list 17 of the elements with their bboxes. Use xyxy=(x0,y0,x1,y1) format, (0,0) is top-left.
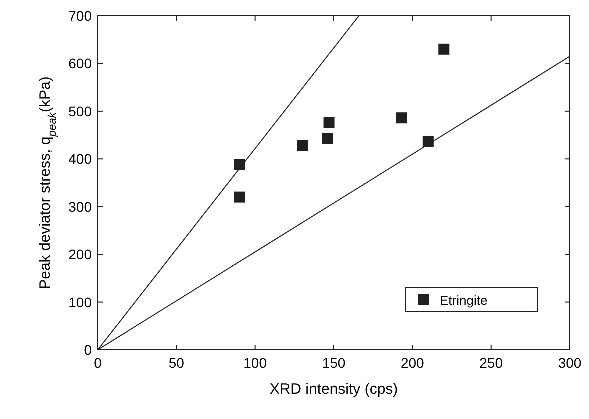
y-tick-label: 400 xyxy=(68,151,92,168)
y-tick-label: 700 xyxy=(68,8,92,24)
y-tick-label: 600 xyxy=(68,56,92,72)
y-tick-label: 300 xyxy=(68,198,92,215)
y-tick-label: 0 xyxy=(84,342,92,358)
y-tick-label: 200 xyxy=(68,246,92,263)
x-axis-title: XRD intensity (cps) xyxy=(270,381,398,398)
x-tick-label: 250 xyxy=(480,355,504,371)
x-tick-label: 0 xyxy=(94,355,102,371)
x-tick-label: 50 xyxy=(168,355,185,371)
legend-label: Etringite xyxy=(440,293,488,308)
x-tick-label: 300 xyxy=(558,355,582,371)
x-tick-label: 150 xyxy=(322,355,346,371)
y-tick-label: 500 xyxy=(68,103,92,120)
x-tick-label: 100 xyxy=(244,355,268,371)
x-tick-label: 200 xyxy=(400,355,425,371)
y-tick-label: 100 xyxy=(68,294,92,310)
